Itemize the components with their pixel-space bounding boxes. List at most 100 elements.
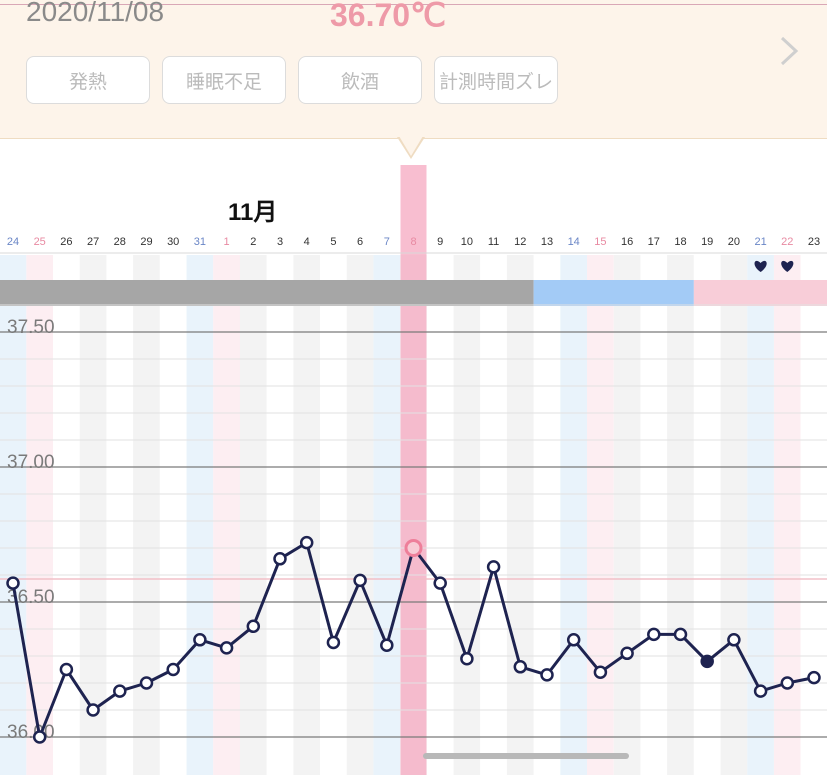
data-point[interactable] (700, 654, 714, 669)
data-point[interactable] (299, 535, 314, 550)
data-point[interactable] (219, 641, 234, 655)
data-point[interactable] (486, 560, 501, 574)
day-column (693, 255, 721, 775)
top-divider (0, 4, 827, 5)
day-column (79, 255, 107, 775)
day-label: 17 (648, 236, 660, 248)
data-point[interactable] (246, 619, 261, 634)
record-panel: 2020/11/08 36.70℃ 発熱 睡眠不足 飲酒 計測時間ズレ (0, 0, 827, 139)
day-label: 1 (224, 236, 230, 248)
data-point[interactable] (620, 646, 634, 661)
day-column (720, 255, 748, 775)
day-label: 27 (87, 236, 99, 248)
data-point[interactable] (727, 633, 741, 647)
data-point[interactable] (6, 576, 20, 590)
day-label: 28 (114, 236, 126, 248)
day-label: 6 (357, 236, 363, 248)
day-label: 24 (7, 236, 19, 248)
home-indicator (423, 753, 629, 759)
day-label: 3 (277, 236, 283, 248)
day-label: 25 (34, 236, 46, 248)
selection-pointer-fill (399, 136, 423, 156)
selected-day-band (400, 165, 427, 775)
month-label: 11月 (228, 199, 278, 226)
data-point[interactable] (513, 660, 528, 674)
data-point[interactable] (593, 665, 608, 679)
data-point[interactable] (32, 730, 47, 744)
day-label: 12 (514, 236, 526, 248)
data-point[interactable] (193, 633, 207, 647)
day-label: 13 (541, 236, 553, 248)
data-point[interactable] (326, 635, 341, 650)
day-column (320, 255, 347, 775)
day-column (239, 255, 267, 775)
data-point[interactable] (460, 651, 474, 666)
day-column (453, 255, 481, 775)
day-column (426, 255, 454, 775)
day-label: 22 (781, 236, 793, 248)
tag-alcohol-button[interactable]: 飲酒 (298, 56, 422, 104)
day-column (293, 255, 321, 775)
data-point[interactable] (807, 670, 821, 685)
data-point[interactable] (353, 573, 367, 588)
day-column (640, 255, 668, 775)
day-column (159, 255, 187, 775)
day-column (266, 255, 294, 775)
day-label: 11 (488, 236, 499, 248)
data-point[interactable] (540, 668, 554, 682)
day-column (133, 255, 160, 775)
tag-fever-button[interactable]: 発熱 (26, 56, 150, 104)
day-label: 10 (461, 236, 473, 248)
day-label: 15 (594, 236, 606, 248)
day-label: 31 (194, 236, 206, 248)
day-column (213, 255, 240, 775)
phase-bar-segment (693, 280, 827, 306)
day-column (186, 255, 214, 775)
data-point[interactable] (113, 684, 127, 698)
day-label: 18 (674, 236, 686, 248)
data-point[interactable] (273, 552, 287, 566)
data-point[interactable] (433, 576, 447, 590)
heart-icon (754, 260, 767, 272)
data-point[interactable] (566, 633, 581, 647)
day-column (346, 255, 374, 775)
data-point[interactable] (780, 676, 795, 690)
day-label: 9 (437, 236, 443, 248)
day-label: 2 (250, 236, 256, 248)
day-label: 14 (568, 236, 580, 248)
day-label: 16 (621, 236, 633, 248)
day-column (480, 255, 507, 775)
day-column (587, 255, 614, 775)
day-label: 19 (701, 236, 713, 248)
data-point[interactable] (673, 627, 688, 642)
y-tick-label: 37.00 (7, 452, 55, 473)
tag-sleep-button[interactable]: 睡眠不足 (162, 56, 286, 104)
chevron-right-icon[interactable] (776, 34, 804, 68)
data-point[interactable] (753, 684, 768, 698)
day-column (613, 255, 641, 775)
day-column (0, 255, 27, 775)
day-column (773, 255, 801, 775)
day-column (800, 255, 827, 775)
y-tick-label: 36.50 (7, 587, 55, 608)
day-column (373, 255, 401, 775)
day-column (533, 255, 561, 775)
tag-time-offset-button[interactable]: 計測時間ズレ (434, 56, 558, 104)
data-point[interactable] (86, 703, 100, 717)
record-temperature: 36.70℃ (330, 0, 447, 33)
day-column (667, 255, 694, 775)
data-point[interactable] (59, 662, 74, 677)
data-point[interactable] (166, 662, 180, 677)
heart-icon (781, 260, 794, 272)
day-label: 8 (410, 236, 416, 248)
data-point[interactable] (139, 676, 154, 690)
y-tick-label: 37.50 (7, 317, 55, 338)
day-label: 21 (754, 236, 766, 248)
data-point[interactable] (647, 627, 661, 642)
day-label: 7 (384, 236, 390, 248)
y-tick-label: 36.00 (7, 722, 55, 743)
data-point[interactable] (404, 539, 423, 557)
phase-bar-segment (0, 280, 534, 306)
data-point[interactable] (380, 638, 394, 652)
